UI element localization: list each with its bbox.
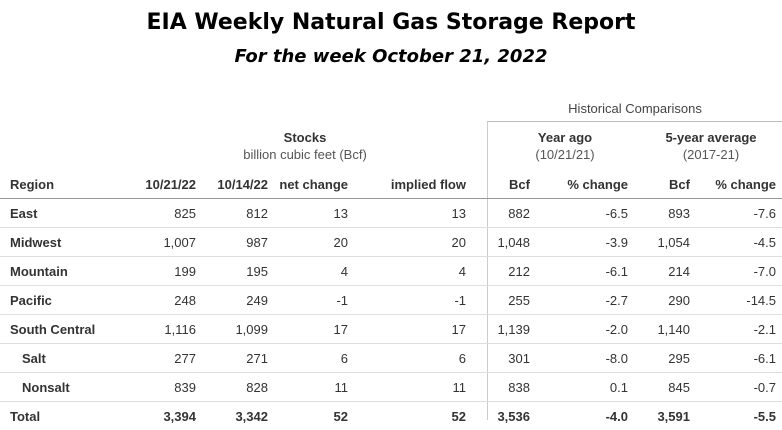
value-cell: 1,054 bbox=[628, 228, 690, 257]
col-header-year-ago-bcf: Bcf bbox=[466, 170, 530, 199]
value-cell: 13 bbox=[268, 199, 348, 228]
value-cell: -8.0 bbox=[530, 344, 628, 373]
value-cell: -2.0 bbox=[530, 315, 628, 344]
value-cell: 301 bbox=[466, 344, 530, 373]
stocks-subtitle: billion cubic feet (Bcf) bbox=[200, 146, 410, 163]
value-cell: -6.1 bbox=[530, 257, 628, 286]
value-cell: -1 bbox=[348, 286, 466, 315]
value-cell: 255 bbox=[466, 286, 530, 315]
year-ago-subtitle: (10/21/21) bbox=[495, 146, 635, 163]
value-cell: 295 bbox=[628, 344, 690, 373]
value-cell: 828 bbox=[196, 373, 268, 402]
region-cell: Nonsalt bbox=[0, 373, 130, 402]
table-row: Mountain 199 195 4 4 212 -6.1 214 -7.0 bbox=[0, 257, 782, 286]
value-cell: -2.1 bbox=[690, 315, 782, 344]
value-cell: 4 bbox=[268, 257, 348, 286]
region-cell: Salt bbox=[0, 344, 130, 373]
table-row: Salt 277 271 6 6 301 -8.0 295 -6.1 bbox=[0, 344, 782, 373]
historical-comparisons-label: Historical Comparisons bbox=[500, 101, 770, 116]
table-row: South Central 1,116 1,099 17 17 1,139 -2… bbox=[0, 315, 782, 344]
value-cell: 6 bbox=[268, 344, 348, 373]
report-subtitle: For the week October 21, 2022 bbox=[0, 46, 782, 67]
region-cell: East bbox=[0, 199, 130, 228]
value-cell: -6.1 bbox=[690, 344, 782, 373]
value-cell: 882 bbox=[466, 199, 530, 228]
value-cell: 812 bbox=[196, 199, 268, 228]
five-year-subtitle: (2017-21) bbox=[640, 146, 782, 163]
value-cell: 271 bbox=[196, 344, 268, 373]
value-cell: 13 bbox=[348, 199, 466, 228]
five-year-group-header: 5-year average (2017-21) bbox=[640, 129, 782, 163]
report-title: EIA Weekly Natural Gas Storage Report bbox=[0, 10, 782, 35]
value-cell: -2.7 bbox=[530, 286, 628, 315]
value-cell: 277 bbox=[130, 344, 196, 373]
storage-table: Region 10/21/22 10/14/22 net change impl… bbox=[0, 170, 782, 430]
five-year-title: 5-year average bbox=[640, 129, 782, 146]
value-cell: 11 bbox=[268, 373, 348, 402]
value-cell: 20 bbox=[348, 228, 466, 257]
value-cell: 17 bbox=[348, 315, 466, 344]
stocks-group-header: Stocks billion cubic feet (Bcf) bbox=[200, 129, 410, 163]
col-header-net-change: net change bbox=[268, 170, 348, 199]
col-header-implied-flow: implied flow bbox=[348, 170, 466, 199]
col-header-prior: 10/14/22 bbox=[196, 170, 268, 199]
table-row: Midwest 1,007 987 20 20 1,048 -3.9 1,054… bbox=[0, 228, 782, 257]
value-cell: 987 bbox=[196, 228, 268, 257]
value-cell: 845 bbox=[628, 373, 690, 402]
region-cell: Midwest bbox=[0, 228, 130, 257]
region-cell: South Central bbox=[0, 315, 130, 344]
table-row: Pacific 248 249 -1 -1 255 -2.7 290 -14.5 bbox=[0, 286, 782, 315]
table-row: Nonsalt 839 828 11 11 838 0.1 845 -0.7 bbox=[0, 373, 782, 402]
col-header-region: Region bbox=[0, 170, 130, 199]
value-cell: -14.5 bbox=[690, 286, 782, 315]
value-cell: -7.0 bbox=[690, 257, 782, 286]
value-cell: 248 bbox=[130, 286, 196, 315]
value-cell: 290 bbox=[628, 286, 690, 315]
value-cell: 199 bbox=[130, 257, 196, 286]
value-cell: -1 bbox=[268, 286, 348, 315]
value-cell: 4 bbox=[348, 257, 466, 286]
value-cell: 839 bbox=[130, 373, 196, 402]
year-ago-group-header: Year ago (10/21/21) bbox=[495, 129, 635, 163]
col-header-current: 10/21/22 bbox=[130, 170, 196, 199]
value-cell: 825 bbox=[130, 199, 196, 228]
col-header-five-year-pct: % change bbox=[690, 170, 782, 199]
value-cell: 1,139 bbox=[466, 315, 530, 344]
value-cell: 6 bbox=[348, 344, 466, 373]
value-cell: -4.5 bbox=[690, 228, 782, 257]
value-cell: 838 bbox=[466, 373, 530, 402]
col-header-year-ago-pct: % change bbox=[530, 170, 628, 199]
table-row: East 825 812 13 13 882 -6.5 893 -7.6 bbox=[0, 199, 782, 228]
value-cell: 1,099 bbox=[196, 315, 268, 344]
value-cell: 11 bbox=[348, 373, 466, 402]
historical-divider-line bbox=[487, 121, 782, 122]
table-header-row: Region 10/21/22 10/14/22 net change impl… bbox=[0, 170, 782, 199]
value-cell: 893 bbox=[628, 199, 690, 228]
value-cell: 212 bbox=[466, 257, 530, 286]
region-cell: Pacific bbox=[0, 286, 130, 315]
region-cell: Mountain bbox=[0, 257, 130, 286]
value-cell: -3.9 bbox=[530, 228, 628, 257]
col-header-five-year-bcf: Bcf bbox=[628, 170, 690, 199]
value-cell: 249 bbox=[196, 286, 268, 315]
value-cell: 0.1 bbox=[530, 373, 628, 402]
value-cell: 17 bbox=[268, 315, 348, 344]
value-cell: -7.6 bbox=[690, 199, 782, 228]
value-cell: 1,140 bbox=[628, 315, 690, 344]
stocks-title: Stocks bbox=[200, 129, 410, 146]
value-cell: 1,007 bbox=[130, 228, 196, 257]
value-cell: 214 bbox=[628, 257, 690, 286]
value-cell: 1,048 bbox=[466, 228, 530, 257]
value-cell: -6.5 bbox=[530, 199, 628, 228]
value-cell: 20 bbox=[268, 228, 348, 257]
year-ago-title: Year ago bbox=[495, 129, 635, 146]
value-cell: -0.7 bbox=[690, 373, 782, 402]
value-cell: 195 bbox=[196, 257, 268, 286]
value-cell: 1,116 bbox=[130, 315, 196, 344]
